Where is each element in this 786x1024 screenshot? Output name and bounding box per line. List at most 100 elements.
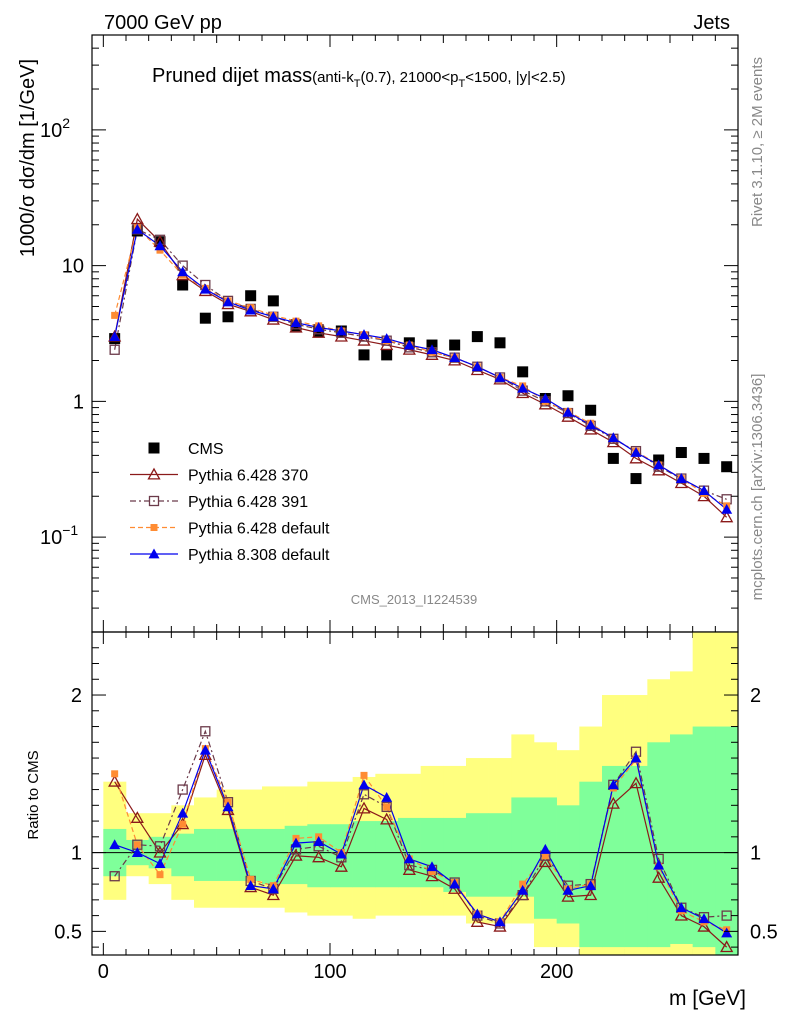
data-point-p8def <box>381 333 393 344</box>
data-point-cms <box>177 279 189 291</box>
ratio-line-p391 <box>114 729 727 925</box>
ratio-point-p8def <box>245 880 257 891</box>
analysis-id: CMS_2013_I1224539 <box>351 592 478 607</box>
series-line-p8def <box>114 228 728 510</box>
ratio-point-p370 <box>606 796 620 809</box>
data-point-p8def <box>131 223 143 234</box>
data-point-cms <box>698 452 710 464</box>
series-line-p391 <box>114 228 727 500</box>
ratio-band-green <box>647 742 671 948</box>
ratio-band-green <box>443 817 467 892</box>
data-point-p8def <box>539 392 551 403</box>
ratio-point-p6def <box>519 880 527 888</box>
data-point-p370 <box>130 212 144 225</box>
ratio-point-p370 <box>266 888 280 901</box>
ratio-point-p370 <box>357 801 371 814</box>
legend-label-p6def: Pythia 6.428 default <box>188 521 330 538</box>
ratio-plot-panel: 0 100 200 0.5 0.5 1 1 2 2 <box>54 631 778 983</box>
data-point-cms <box>449 339 461 351</box>
ratio-point-p370 <box>130 811 144 823</box>
data-point-cms <box>494 337 506 349</box>
y-axis-label: 1000/σ dσ/dm [1/GeV] <box>17 59 39 257</box>
title-part3: <1500, |y|<2.5) <box>465 69 565 86</box>
legend-label-p391: Pythia 6.428 391 <box>188 494 308 511</box>
ratio-line-p6def <box>114 746 727 931</box>
ratio-point-p6def <box>428 867 436 875</box>
ratio-point-p391 <box>200 726 211 737</box>
rivet-label: Rivet 3.1.10, ≥ 2M events <box>749 57 766 227</box>
ratio-band-green <box>239 828 263 881</box>
data-point-p8def <box>721 503 733 514</box>
ratio-y-tick-label: 0.5 <box>54 921 82 943</box>
data-point-p8def <box>154 240 166 251</box>
ratio-point-p370 <box>674 908 688 921</box>
data-point-p8def <box>403 339 415 350</box>
ratio-point-p6def <box>360 771 368 779</box>
data-point-p8def <box>245 304 257 315</box>
ratio-point-p8def <box>426 861 438 872</box>
ratio-point-p8def <box>721 927 733 938</box>
ratio-point-p391 <box>358 789 370 800</box>
ratio-y-tick-label: 2 <box>71 685 82 707</box>
ratio-band-green <box>352 821 376 888</box>
ratio-point-p8def <box>517 884 529 895</box>
data-point-p8def <box>313 322 325 332</box>
ratio-point-p391 <box>154 841 166 852</box>
data-point-p8def <box>494 371 506 382</box>
data-point-cms <box>222 311 234 323</box>
data-point-p370 <box>334 329 348 342</box>
data-point-cms <box>471 331 483 343</box>
ratio-point-p391 <box>109 871 120 882</box>
data-point-p8def <box>630 447 642 457</box>
ratio-point-p370 <box>108 774 122 787</box>
ratio-point-p8def <box>562 884 574 895</box>
data-point-p370 <box>357 333 371 346</box>
series-line-p370 <box>114 217 728 518</box>
ratio-band-green <box>715 726 739 955</box>
ratio-point-p391 <box>381 801 392 813</box>
data-point-cms <box>562 390 574 402</box>
data-point-p370 <box>720 510 734 523</box>
main-plot-panel: 102 10 1 10−1 <box>40 34 739 955</box>
x-axis-label: m [GeV] <box>669 987 746 1010</box>
ratio-point-p370 <box>312 850 326 863</box>
ratio-point-p8def <box>607 779 619 790</box>
data-point-cms <box>517 366 529 378</box>
ratio-band-green <box>262 828 285 885</box>
ratio-point-p370 <box>584 888 598 901</box>
data-point-cms <box>675 447 687 459</box>
ratio-point-p8def <box>630 752 642 763</box>
ratio-point-p8def <box>675 902 687 913</box>
ratio-point-p8def <box>653 859 665 870</box>
ratio-band-green <box>556 805 580 924</box>
ratio-point-p8def <box>290 837 302 848</box>
ratio-band-green <box>466 813 489 897</box>
legend-marker-p391 <box>148 495 160 507</box>
ratio-y-tick-label-right: 1 <box>750 843 761 865</box>
data-point-p8def <box>358 329 370 340</box>
ratio-point-p370 <box>652 870 666 883</box>
title-main: Pruned dijet mass <box>152 65 312 87</box>
data-point-p8def <box>335 325 347 336</box>
data-point-cms <box>381 349 393 361</box>
header-right: Jets <box>693 12 730 34</box>
y-tick-label: 10 <box>62 256 84 278</box>
ratio-point-p370 <box>720 940 734 953</box>
ratio-y-tick-label: 1 <box>71 843 82 865</box>
title-part2: (0.7), 21000<p <box>361 69 459 86</box>
ratio-line-p370 <box>114 753 728 948</box>
ratio-point-p8def <box>109 839 121 850</box>
ratio-band-green <box>375 821 399 888</box>
ratio-point-p8def <box>131 847 143 857</box>
data-point-cms <box>245 290 257 302</box>
data-point-p8def <box>177 266 189 277</box>
ratio-band-green <box>216 828 240 881</box>
ratio-point-p370 <box>561 889 575 902</box>
title-sub1: T <box>354 78 361 90</box>
legend-label-cms: CMS <box>188 441 224 458</box>
header-left: 7000 GeV pp <box>104 12 222 34</box>
legend-marker-p8def <box>148 548 160 559</box>
data-point-p370 <box>629 451 643 464</box>
data-point-cms <box>585 404 597 416</box>
